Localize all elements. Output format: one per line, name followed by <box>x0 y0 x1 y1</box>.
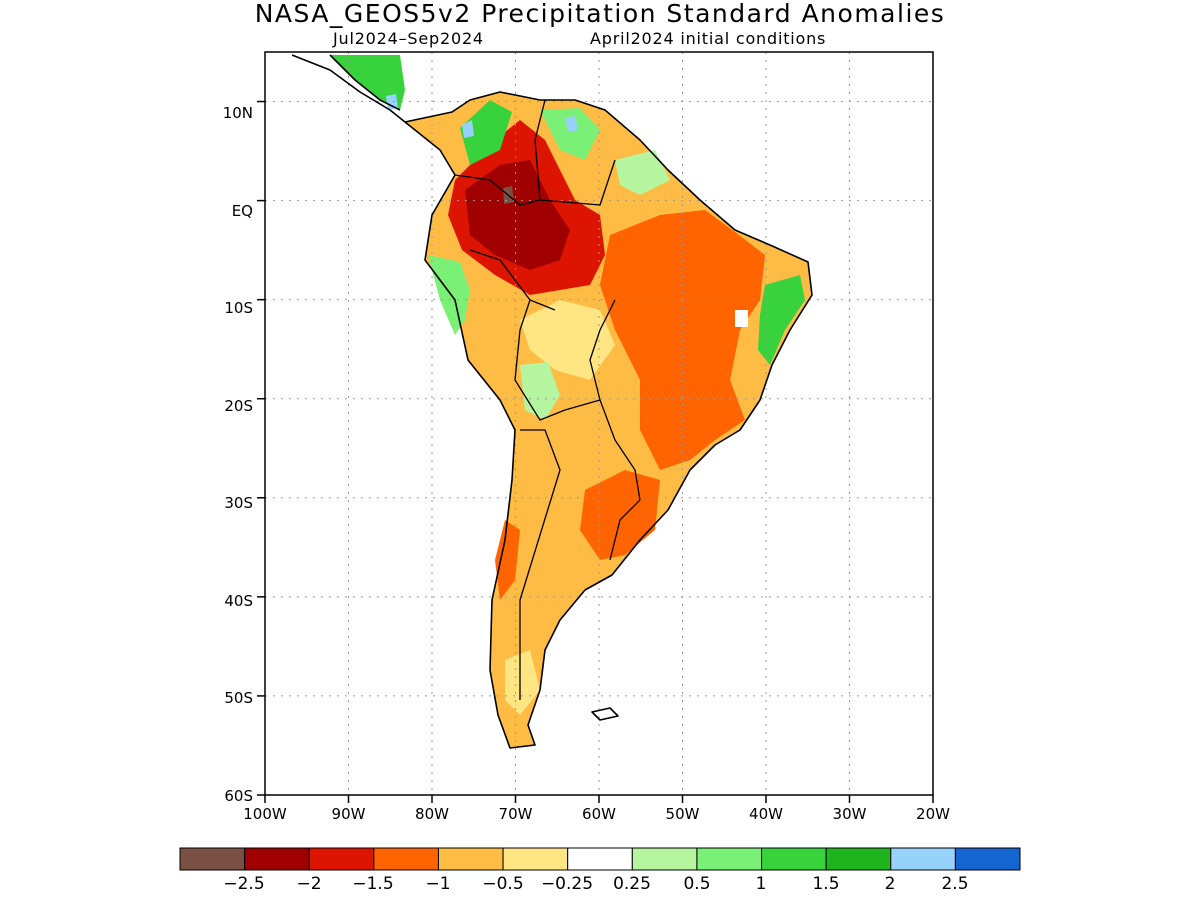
colorbar-swatch <box>631 847 698 871</box>
colorbar-swatch <box>761 847 827 871</box>
lon-tick-label: 60W <box>582 805 616 823</box>
anomaly-yellow-andes <box>520 300 615 380</box>
colorbar-label: −1.5 <box>352 874 393 894</box>
colorbar-swatch <box>308 847 375 871</box>
colorbar-swatch <box>696 847 763 871</box>
lon-tick-label: 50W <box>666 805 700 823</box>
central-america-coast <box>291 54 406 123</box>
colorbar-swatch <box>373 847 439 871</box>
lat-tick-label: 30S <box>224 494 253 512</box>
lon-tick-label: 30W <box>833 805 867 823</box>
lat-tick-label: 60S <box>224 787 253 805</box>
colorbar-swatch <box>567 847 633 871</box>
country-borders <box>454 99 641 700</box>
lon-tick-label: 40W <box>749 805 783 823</box>
falkland-islands <box>591 707 619 721</box>
anomaly-green-bolivia <box>520 362 560 420</box>
anomaly-green-venezuela <box>540 108 600 160</box>
anomaly-white-spot <box>735 310 748 327</box>
anomaly-fields <box>330 55 812 748</box>
anomaly-orange-chile <box>495 520 520 600</box>
initial-conditions: April2024 initial conditions <box>590 29 827 48</box>
colorbar-label: 2 <box>885 874 896 894</box>
lon-tick-label: 20W <box>916 805 950 823</box>
lat-tick-label: 50S <box>224 689 253 707</box>
colorbar-label: 0.5 <box>683 874 710 894</box>
map-title: NASA_GEOS5v2 Precipitation Standard Anom… <box>254 0 946 28</box>
colorbar-label: −2 <box>296 874 321 894</box>
colorbar-label: 1 <box>756 874 767 894</box>
lat-tick-label: 10N <box>223 104 253 122</box>
anomaly-blue-caribbean <box>462 120 474 138</box>
colorbar-swatch <box>179 847 246 871</box>
lat-tick-label: EQ <box>232 202 253 220</box>
lon-tick-label: 70W <box>499 805 533 823</box>
lat-axis-labels: 10N EQ 10S 20S 30S 40S 50S 60S <box>223 104 253 805</box>
lat-tick-label: 40S <box>224 592 253 610</box>
lon-tick-label: 80W <box>415 805 449 823</box>
anomaly-green-brazil-coast <box>758 275 805 365</box>
colorbar-label: 0.25 <box>613 874 651 894</box>
colorbar-label: −0.25 <box>541 874 593 894</box>
anomaly-blue-venezuela <box>565 116 578 132</box>
colorbar-labels: −2.5 −2 −1.5 −1 −0.5 −0.25 0.25 0.5 1 1.… <box>223 874 968 894</box>
colorbar-label: 2.5 <box>941 874 968 894</box>
colorbar-label: 1.5 <box>812 874 839 894</box>
anomaly-orange-south <box>580 470 660 560</box>
lon-tick-label: 90W <box>332 805 366 823</box>
anomaly-green-north <box>460 100 512 165</box>
anomaly-green-guiana <box>615 150 670 195</box>
forecast-period: Jul2024–Sep2024 <box>333 29 484 48</box>
lat-tick-label: 20S <box>224 397 253 415</box>
colorbar-swatch <box>825 847 892 871</box>
colorbar-label: −2.5 <box>223 874 264 894</box>
anomaly-yellow-patagonia <box>505 650 540 715</box>
colorbar-label: −1 <box>425 874 450 894</box>
lon-axis-labels: 100W 90W 80W 70W 60W 50W 40W 30W 20W <box>243 805 950 823</box>
south-america-coast <box>404 91 813 749</box>
colorbar <box>179 847 1021 871</box>
anomaly-darkred-amazon <box>465 160 570 270</box>
anomaly-blue-panama <box>386 94 398 110</box>
colorbar-swatch <box>890 847 956 871</box>
lat-tick-label: 10S <box>224 299 253 317</box>
colorbar-swatch <box>502 847 569 871</box>
lon-tick-label: 100W <box>243 805 287 823</box>
colorbar-swatch <box>244 847 310 871</box>
axis-ticks <box>257 100 934 803</box>
colorbar-swatch <box>954 847 1021 871</box>
colorbar-label: −0.5 <box>482 874 523 894</box>
coastlines <box>291 54 813 749</box>
anomaly-green-ecuador <box>428 255 470 335</box>
colorbar-swatch <box>437 847 504 871</box>
